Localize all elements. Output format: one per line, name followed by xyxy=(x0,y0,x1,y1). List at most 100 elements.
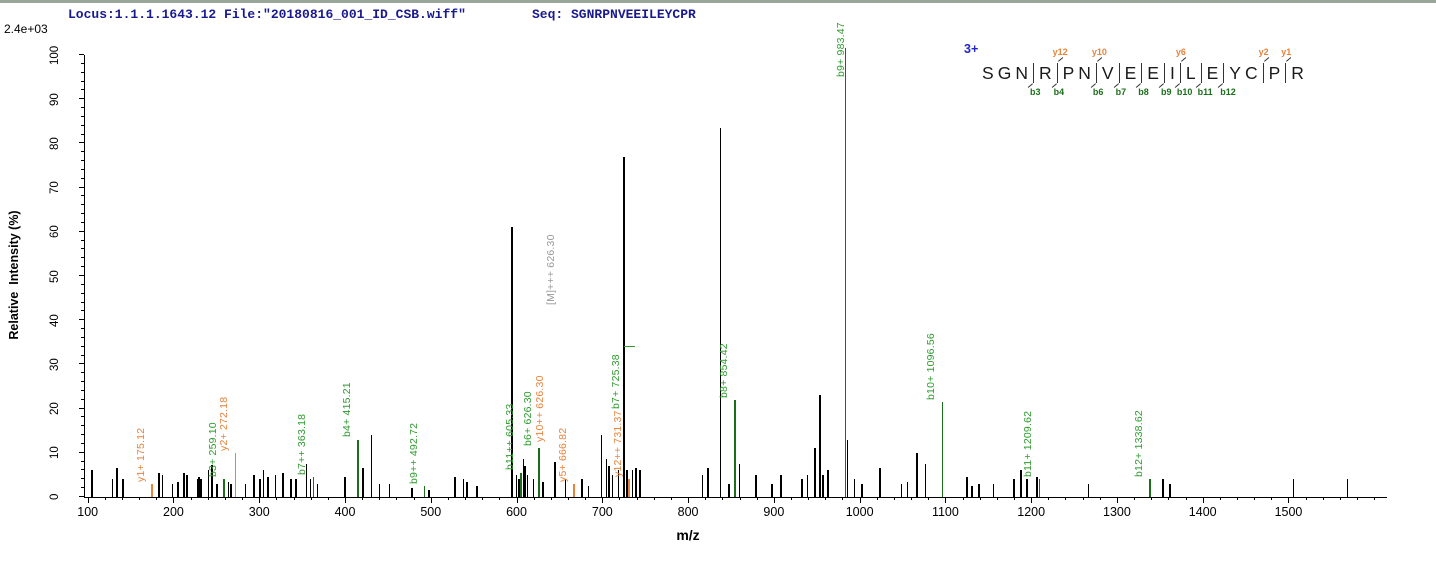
x-axis-tick xyxy=(996,497,998,500)
x-axis-tick xyxy=(259,497,261,503)
spectrum-peak xyxy=(520,472,522,497)
x-axis-tick xyxy=(756,497,758,500)
cleavage-line xyxy=(1285,63,1287,83)
spectrum-peak xyxy=(423,485,426,497)
y-axis-tick-label: 90 xyxy=(49,92,61,106)
cleavage-line xyxy=(1118,63,1120,83)
cleavage-mark: y12 b4 xyxy=(1051,47,1068,97)
spectrum-peak xyxy=(295,479,297,497)
y-ion-tag: y1 xyxy=(1281,47,1292,57)
spectrum-peak xyxy=(253,474,255,497)
ion-label: b6+ 626.30 xyxy=(522,391,535,447)
spectrum-peak xyxy=(755,474,757,497)
x-axis-tick xyxy=(1202,497,1204,503)
y-axis-tick xyxy=(81,345,84,347)
y-axis-tick xyxy=(79,407,84,409)
x-axis-tick xyxy=(1271,497,1273,500)
x-axis-tick xyxy=(602,497,604,503)
spectrum-peak xyxy=(312,477,315,497)
x-axis-tick xyxy=(1031,497,1033,503)
x-axis-tick-label: 1500 xyxy=(1274,505,1303,519)
ion-label: y2+ 272.18 xyxy=(218,396,231,451)
x-axis-tick xyxy=(688,497,690,503)
x-axis-tick-label: 200 xyxy=(163,505,184,519)
y-axis-tick xyxy=(81,310,84,312)
cleavage-mark: b9 xyxy=(1158,60,1172,97)
y-axis-tick xyxy=(79,496,84,497)
spectrum-peak xyxy=(309,479,312,497)
x-axis-tick xyxy=(276,497,278,500)
x-axis-tick xyxy=(893,497,895,500)
y-axis-tick xyxy=(79,98,84,100)
x-axis-tick xyxy=(413,497,415,500)
x-axis-tick xyxy=(1254,497,1256,500)
x-axis-tick xyxy=(1374,497,1376,500)
spectrum-peak xyxy=(707,468,709,497)
spectrum-peak xyxy=(846,439,849,497)
spectrum-peak xyxy=(1169,483,1171,497)
x-axis-tick-label: 100 xyxy=(77,505,99,519)
y-axis-tick-label: 60 xyxy=(49,225,61,239)
x-axis-tick xyxy=(242,497,244,500)
spectrum-peak xyxy=(617,470,620,497)
residue-letter: P xyxy=(1268,62,1281,83)
ion-label: y5+ 666.82 xyxy=(556,427,569,482)
spectrum-peak xyxy=(924,463,927,497)
spectrum-peak xyxy=(1087,483,1090,497)
spectrum-peak xyxy=(814,448,816,497)
y-axis-tick xyxy=(81,398,84,400)
spectrum-peak xyxy=(728,483,731,497)
spectrum-peak xyxy=(992,483,995,497)
x-axis-tick xyxy=(173,497,175,503)
x-axis-tick-label: 900 xyxy=(763,505,785,519)
spectrum-peak xyxy=(861,483,863,497)
x-axis-tick xyxy=(310,497,312,500)
spectrum-peak xyxy=(176,481,179,497)
b-ion-tag: b9 xyxy=(1160,87,1172,97)
residue-letter: V xyxy=(1101,62,1114,83)
b-ion-tag: b3 xyxy=(1029,87,1041,97)
x-axis-tick xyxy=(327,497,329,500)
b-ion-tag: b11 xyxy=(1197,87,1213,97)
x-axis-tick xyxy=(87,497,89,503)
b-ion-tag: b6 xyxy=(1092,87,1104,97)
spectrum-peak xyxy=(532,479,535,497)
spectrum-peak xyxy=(259,479,261,497)
x-axis-title: m/z xyxy=(676,527,700,543)
residue-letter: C xyxy=(1244,62,1258,83)
ion-label: b7+ 725.38 xyxy=(610,353,623,409)
x-axis-tick xyxy=(842,497,844,500)
spectrum-peak xyxy=(623,156,625,497)
x-axis-tick xyxy=(1357,497,1359,500)
y-axis-tick xyxy=(81,168,84,170)
residue-letter: P xyxy=(1062,62,1075,83)
x-axis-tick xyxy=(465,497,467,500)
residue-letter: L xyxy=(1185,62,1196,83)
x-axis-tick-label: 500 xyxy=(420,505,442,519)
y-axis-tick xyxy=(81,239,84,241)
y-axis-tick xyxy=(81,487,84,489)
x-axis-tick xyxy=(224,497,226,500)
spectrum-peak xyxy=(916,452,918,497)
spectrum-peak xyxy=(316,483,319,497)
x-axis-tick xyxy=(876,497,878,500)
residue-letter: E xyxy=(1124,62,1137,83)
y-axis-tick xyxy=(79,230,84,232)
ion-label: b4+ 415.21 xyxy=(341,382,354,438)
spectrum-peak xyxy=(216,483,218,497)
spectrum-peak xyxy=(290,479,292,497)
x-axis-tick xyxy=(1151,497,1153,500)
spectrum-peak xyxy=(230,483,232,497)
spectrum-peak xyxy=(91,470,93,497)
x-axis-tick xyxy=(156,497,158,500)
spectrum-peak xyxy=(1346,479,1349,497)
cleavage-mark: b7 xyxy=(1113,60,1126,97)
y-axis-tick xyxy=(79,142,84,144)
x-axis-tick xyxy=(945,497,947,503)
ion-label: b12+ 1338.62 xyxy=(1133,410,1146,478)
x-axis-tick xyxy=(447,497,449,500)
spectrum-plot-area[interactable]: 100 200 300 400 500 600 700 800 900 1000 1100 1200 1… xyxy=(49,22,1387,519)
cleavage-mark: y6 b10 xyxy=(1174,47,1192,97)
spectrum-peak xyxy=(1149,479,1151,497)
y-axis-tick xyxy=(81,124,84,126)
